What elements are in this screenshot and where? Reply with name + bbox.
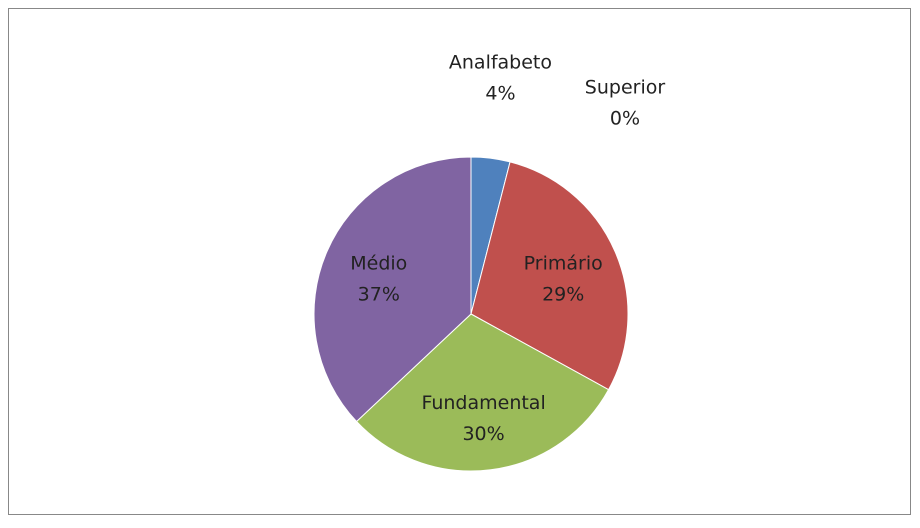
slice-label-value: 29% — [542, 284, 584, 306]
slice-label-value: 37% — [358, 284, 400, 306]
pie-slice — [355, 313, 610, 472]
slice-label-name: Analfabeto — [449, 51, 552, 73]
slice-label-name: Superior — [585, 77, 666, 99]
slice-label-value: 30% — [462, 423, 504, 445]
slice-label-name: Médio — [350, 253, 407, 275]
slice-label-value: 0% — [610, 108, 640, 130]
slice-label-value: 4% — [485, 82, 515, 104]
pie-slice — [313, 156, 472, 423]
slice-label-name: Primário — [524, 253, 603, 275]
pie-slice — [470, 161, 629, 391]
slice-label-name: Fundamental — [421, 392, 545, 414]
